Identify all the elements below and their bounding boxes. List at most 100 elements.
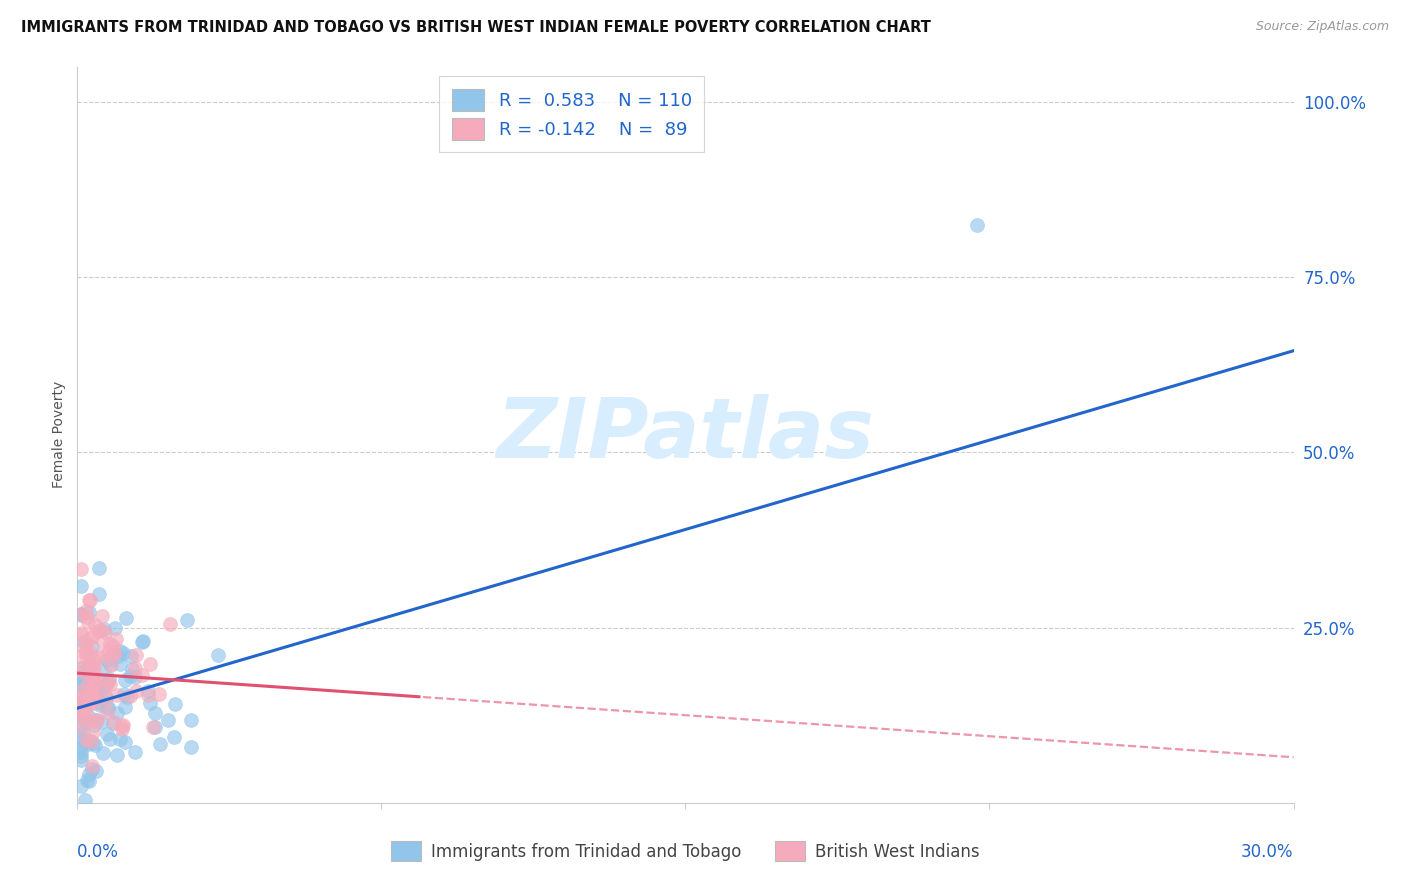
Point (105, 706, 128, 720)
Point (120, 689, 142, 703)
Point (96, 652, 118, 666)
Point (90, 714, 112, 729)
Point (79, 632, 101, 646)
Point (79, 734, 101, 748)
Point (70, 740, 93, 755)
Point (70, 711, 93, 725)
Point (142, 720, 165, 734)
Point (70, 720, 93, 734)
Point (80, 640, 103, 654)
Point (79, 773, 101, 788)
Point (72, 709, 94, 723)
Point (79, 645, 101, 659)
Point (80, 681, 103, 696)
Point (77, 593, 100, 607)
Point (72, 684, 94, 698)
Point (79, 593, 101, 607)
Point (82, 681, 104, 696)
Point (76, 648, 98, 663)
Point (84, 713, 107, 727)
Point (70, 607, 93, 621)
Text: Source: ZipAtlas.com: Source: ZipAtlas.com (1256, 20, 1389, 33)
Point (114, 735, 136, 749)
Point (77, 677, 100, 691)
Point (98, 731, 121, 746)
Point (105, 689, 128, 703)
Point (82, 689, 104, 703)
Point (79, 709, 101, 723)
Point (111, 646, 134, 660)
Point (124, 670, 146, 684)
Text: 0.0%: 0.0% (77, 843, 120, 862)
Point (97, 702, 120, 716)
Point (97, 675, 120, 690)
Point (70, 562, 93, 576)
Text: ZIPatlas: ZIPatlas (496, 394, 875, 475)
Point (73, 699, 96, 714)
Point (75, 645, 97, 659)
Point (176, 613, 198, 627)
Point (76, 660, 98, 674)
Point (118, 669, 141, 683)
Point (70, 733, 93, 747)
Point (70, 748, 93, 763)
Point (163, 730, 186, 744)
Point (89, 587, 111, 601)
Point (125, 648, 148, 663)
Point (72, 688, 94, 702)
Point (86, 682, 108, 697)
Point (76, 772, 98, 787)
Point (114, 611, 136, 625)
Point (72, 725, 94, 739)
Point (107, 648, 129, 663)
Point (70, 680, 93, 694)
Point (101, 715, 124, 730)
Point (70, 692, 93, 706)
Point (75, 705, 97, 719)
Point (73, 793, 96, 807)
Point (83, 718, 105, 732)
Point (93, 649, 115, 664)
Point (103, 645, 125, 659)
Point (103, 715, 125, 730)
Point (70, 671, 93, 685)
Point (75, 733, 97, 747)
Point (76, 693, 98, 707)
Point (139, 696, 162, 710)
Point (76, 714, 98, 728)
Point (83, 696, 105, 710)
Point (77, 659, 100, 673)
Point (124, 661, 146, 675)
Point (98, 657, 121, 671)
Point (84, 675, 107, 690)
Point (148, 687, 170, 701)
Point (131, 635, 153, 649)
Point (73, 734, 96, 748)
Point (72, 674, 94, 689)
Point (966, 218, 988, 232)
Point (143, 706, 166, 720)
Point (70, 702, 93, 716)
Point (108, 732, 131, 747)
Point (136, 688, 159, 702)
Point (70, 690, 93, 705)
Point (70, 695, 93, 709)
Point (77, 615, 100, 629)
Point (89, 623, 111, 637)
Point (96, 676, 118, 690)
Point (108, 657, 131, 671)
Point (79, 657, 101, 671)
Point (139, 657, 162, 671)
Point (115, 690, 138, 705)
Point (80, 733, 103, 747)
Point (84, 672, 107, 686)
Point (100, 657, 122, 672)
Point (108, 644, 131, 658)
Point (80, 658, 103, 673)
Point (91, 746, 114, 760)
Point (180, 739, 202, 754)
Point (114, 673, 136, 687)
Point (96, 691, 118, 706)
Point (93, 622, 115, 636)
Point (75, 604, 97, 618)
